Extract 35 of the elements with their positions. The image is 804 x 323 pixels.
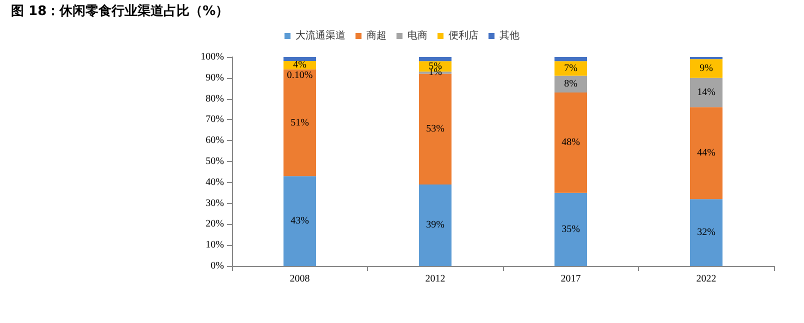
data-label: 4% <box>293 60 306 71</box>
data-label: 7% <box>564 62 578 74</box>
data-label: 51% <box>290 117 309 128</box>
data-label: 53% <box>426 124 444 135</box>
data-label: 9% <box>700 62 713 74</box>
y-tick-label: 90% <box>206 72 224 84</box>
y-tick-label: 50% <box>206 156 224 167</box>
x-tick-label: 2017 <box>560 274 581 284</box>
x-tick-label: 2022 <box>696 274 716 284</box>
data-label: 32% <box>697 227 716 238</box>
data-label: 39% <box>426 220 444 231</box>
data-label: 8% <box>564 78 578 90</box>
data-label: 35% <box>562 224 580 235</box>
y-tick-label: 80% <box>206 93 224 104</box>
legend-label: 商超 <box>366 30 386 42</box>
legend-label: 大流通渠道 <box>296 30 346 42</box>
data-label: 43% <box>290 216 309 227</box>
legend-label: 便利店 <box>448 30 478 42</box>
x-tick-label: 2012 <box>425 274 446 284</box>
y-tick-label: 60% <box>206 135 224 146</box>
y-tick-label: 10% <box>206 240 224 251</box>
y-tick-label: 70% <box>206 114 224 126</box>
legend-label: 其他 <box>500 30 520 42</box>
data-label: 48% <box>562 137 580 148</box>
data-label: 0.10% <box>286 70 313 82</box>
data-label: 44% <box>697 148 716 159</box>
y-tick-label: 40% <box>206 176 224 188</box>
x-tick-label: 2008 <box>290 274 310 284</box>
y-tick-label: 20% <box>206 218 224 230</box>
y-tick-label: 100% <box>200 52 224 62</box>
y-tick-label: 30% <box>206 198 224 209</box>
y-tick-label: 0% <box>210 260 224 272</box>
text: 图 18：休闲零食行业渠道占比（%） <box>11 3 229 19</box>
data-label: 14% <box>697 87 716 98</box>
legend-label: 电商 <box>408 30 428 42</box>
